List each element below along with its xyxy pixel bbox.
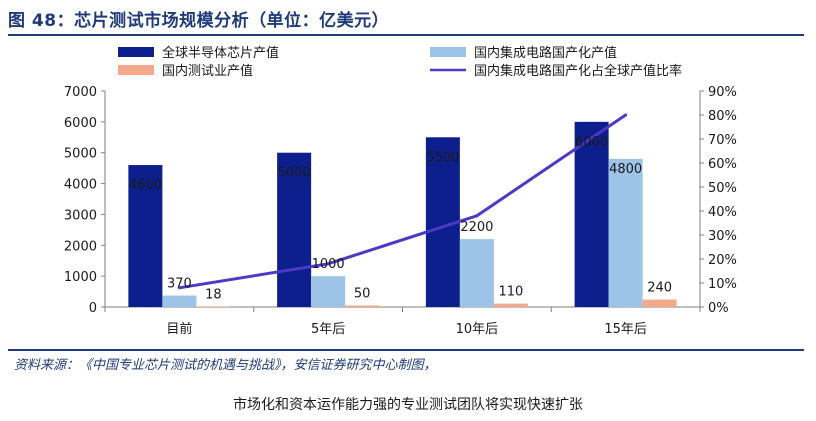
top-rule	[8, 34, 804, 36]
right-tick-label: 60%	[708, 157, 737, 172]
bar	[196, 306, 231, 307]
bar	[493, 303, 528, 307]
right-tick-label: 20%	[708, 253, 737, 268]
data-label: 18	[205, 287, 222, 302]
ratio-point	[624, 113, 628, 117]
right-tick-label: 50%	[708, 181, 737, 196]
bottom-rule	[8, 349, 804, 351]
data-label: 5000	[278, 166, 311, 181]
x-tick-label: 5年后	[311, 322, 345, 337]
data-label: 5500	[426, 150, 459, 165]
left-tick-label: 2000	[64, 239, 97, 254]
left-tick-label: 3000	[64, 208, 97, 223]
legend-label: 全球半导体芯片产值	[162, 45, 279, 61]
left-tick-label: 5000	[64, 147, 97, 162]
bar	[574, 121, 609, 307]
legend-label: 国内测试业产值	[162, 63, 253, 79]
bar	[277, 152, 312, 307]
right-tick-label: 80%	[708, 109, 737, 124]
ratio-line	[177, 113, 628, 290]
bars	[128, 121, 677, 307]
right-tick-label: 0%	[708, 301, 729, 316]
left-tick-label: 7000	[64, 85, 97, 100]
data-label: 110	[498, 285, 523, 300]
data-label: 2200	[460, 220, 493, 235]
ratio-point	[326, 262, 330, 266]
right-tick-label: 40%	[708, 205, 737, 220]
data-label: 370	[167, 277, 192, 292]
left-tick-label: 1000	[64, 270, 97, 285]
x-tick-label: 15年后	[604, 322, 647, 337]
source-note: 资料来源：《中国专业芯片测试的机遇与挑战》，安信证券研究中心制图，	[14, 358, 437, 373]
right-tick-label: 10%	[708, 277, 737, 292]
data-label: 4800	[609, 162, 642, 177]
legend-label: 国内集成电路国产化占全球产值比率	[474, 63, 682, 79]
axes: 0 1000 2000 3000 4000 5000 6000 7000 0% 10% 20% 30%…	[64, 85, 737, 337]
ratio-line-path	[179, 113, 627, 290]
ratio-point	[475, 214, 479, 218]
bar	[642, 299, 677, 307]
bar	[345, 305, 380, 307]
legend-swatch	[118, 65, 154, 75]
left-tick-label: 0	[89, 301, 97, 316]
right-tick-label: 90%	[708, 85, 737, 100]
data-label: 4600	[129, 178, 162, 193]
data-label: 6000	[575, 135, 608, 150]
x-tick-label: 目前	[166, 321, 192, 337]
bar	[128, 165, 163, 307]
right-tick-label: 70%	[708, 133, 737, 148]
data-label: 240	[647, 281, 672, 296]
data-label: 1000	[312, 257, 345, 272]
legend-label: 国内集成电路国产化产值	[474, 45, 617, 61]
bar	[459, 239, 494, 307]
figure-title: 图 48：芯片测试市场规模分析（单位：亿美元）	[8, 11, 390, 31]
legend-swatch	[118, 47, 154, 57]
x-tick-label: 10年后	[456, 322, 499, 337]
bar	[311, 276, 346, 307]
bar	[608, 158, 643, 307]
legend-swatch	[430, 47, 466, 57]
left-tick-label: 6000	[64, 116, 97, 131]
data-label: 50	[354, 286, 371, 301]
caption: 市场化和资本运作能力强的专业测试团队将实现快速扩张	[233, 397, 583, 413]
left-tick-label: 4000	[64, 178, 97, 193]
ratio-point	[177, 286, 181, 290]
bar	[162, 295, 197, 307]
right-tick-label: 30%	[708, 229, 737, 244]
